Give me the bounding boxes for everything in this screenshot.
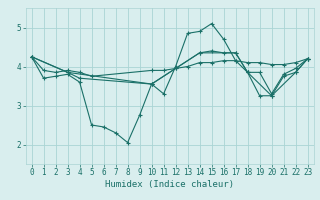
X-axis label: Humidex (Indice chaleur): Humidex (Indice chaleur): [105, 180, 234, 189]
